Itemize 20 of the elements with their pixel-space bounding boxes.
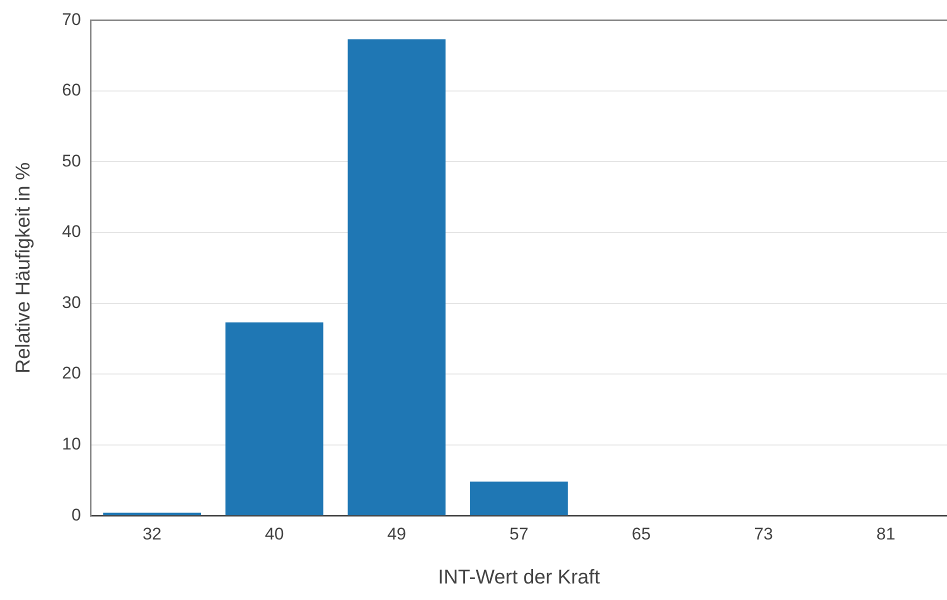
x-tick-label: 81	[876, 524, 896, 544]
y-tick-label: 20	[62, 364, 81, 383]
y-tick-label: 70	[62, 10, 81, 29]
y-tick-label: 50	[62, 151, 81, 170]
x-axis-title: INT-Wert der Kraft	[438, 566, 600, 589]
y-tick-label: 0	[71, 505, 81, 524]
x-tick-label: 40	[264, 524, 284, 544]
bar	[225, 322, 324, 516]
x-tick-label: 32	[142, 524, 162, 544]
y-tick-label: 10	[62, 434, 81, 454]
y-tick-label: 30	[62, 292, 81, 312]
bar	[348, 39, 446, 516]
y-tick-label: 40	[62, 222, 81, 242]
x-tick-label: 73	[754, 524, 774, 544]
x-tick-label: 49	[387, 524, 406, 544]
x-tick-label: 57	[509, 524, 528, 544]
y-axis-title: Relative Häufigkeit in %	[12, 162, 35, 374]
y-tick-label: 60	[62, 80, 81, 100]
x-tick-label: 65	[632, 524, 651, 544]
bar	[470, 482, 568, 516]
